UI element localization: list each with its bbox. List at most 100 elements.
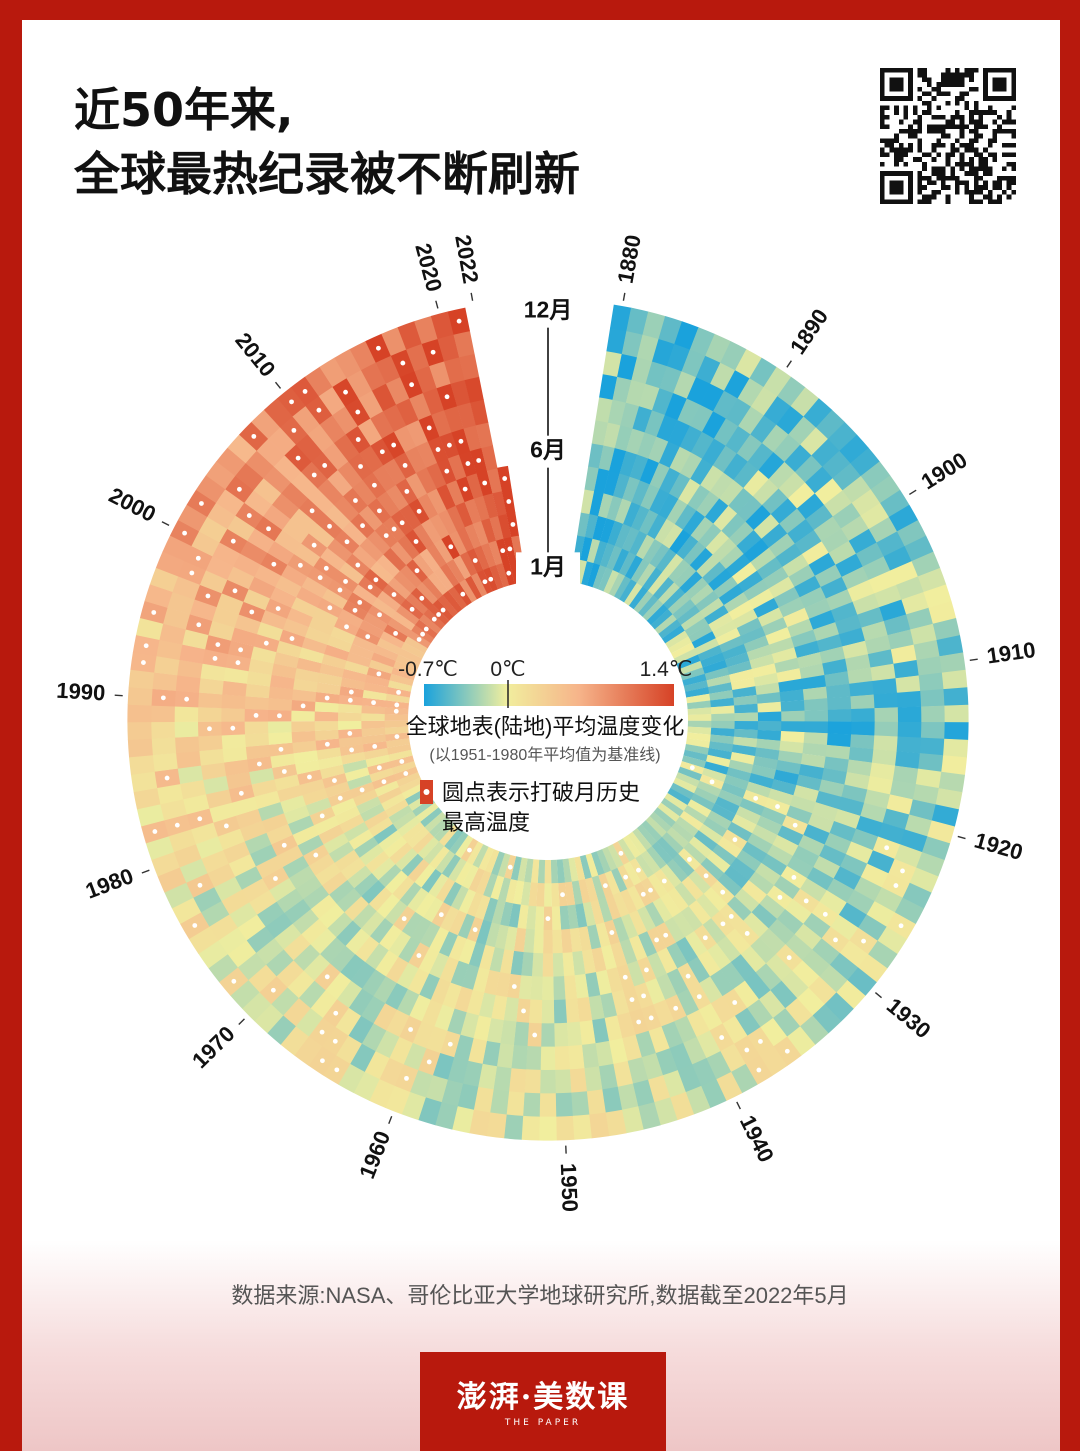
heatmap-cell <box>593 540 608 566</box>
record-dot <box>521 1008 526 1014</box>
heatmap-cell <box>602 350 623 377</box>
heatmap-cell <box>418 947 440 975</box>
qr-module <box>945 133 951 139</box>
heatmap-cell <box>376 490 400 517</box>
heatmap-cell <box>348 988 374 1017</box>
record-dot <box>685 973 691 979</box>
heatmap-cell <box>693 787 719 805</box>
qr-module <box>898 157 904 162</box>
record-dot <box>324 974 330 980</box>
qr-module <box>983 161 988 167</box>
heatmap-cell <box>429 926 449 953</box>
heatmap-cell <box>368 659 394 674</box>
heatmap-cell <box>587 924 602 950</box>
heatmap-cell <box>280 481 309 509</box>
record-dot <box>663 932 669 938</box>
heatmap-cell <box>447 586 468 610</box>
record-dot <box>426 425 432 431</box>
qr-module <box>926 105 932 111</box>
qr-module <box>959 133 965 139</box>
heatmap-cell <box>225 771 252 790</box>
heatmap-cell <box>674 564 697 588</box>
heatmap-cell <box>372 464 397 492</box>
qr-module <box>1006 119 1012 125</box>
heatmap-cell <box>359 537 384 562</box>
heatmap-cell <box>347 1015 374 1045</box>
heatmap-cell <box>295 1008 323 1037</box>
heatmap-cell <box>488 540 503 566</box>
heatmap-cell <box>614 575 632 600</box>
heatmap-cell <box>556 859 566 884</box>
heatmap-cell <box>612 916 630 943</box>
heatmap-cell <box>407 858 430 883</box>
heatmap-cell <box>750 414 777 444</box>
heatmap-cell <box>776 909 804 935</box>
qr-module <box>964 147 970 153</box>
heatmap-cell <box>162 607 190 630</box>
heatmap-cell <box>709 969 735 997</box>
legend-tick-zero: 0℃ <box>490 658 525 681</box>
record-dot <box>456 318 462 324</box>
heatmap-cell <box>690 458 714 486</box>
heatmap-cell <box>198 677 224 695</box>
heatmap-cell <box>696 1030 721 1059</box>
qr-module <box>964 100 970 106</box>
heatmap-cell <box>586 562 601 588</box>
heatmap-cell <box>830 914 859 942</box>
qr-module <box>912 110 918 115</box>
heatmap-cell <box>725 397 752 427</box>
qr-module <box>926 175 932 181</box>
record-dot <box>687 857 692 862</box>
heatmap-cell <box>713 576 739 599</box>
heatmap-cell <box>263 398 293 428</box>
heatmap-cell <box>215 488 245 516</box>
heatmap-cell <box>721 782 747 799</box>
heatmap-cell <box>273 774 300 792</box>
heatmap-cell <box>725 553 751 577</box>
qr-module <box>955 110 960 115</box>
heatmap-cell <box>607 399 627 426</box>
heatmap-cell <box>638 594 659 617</box>
heatmap-cell <box>590 899 605 926</box>
heatmap-cell <box>784 444 813 473</box>
heatmap-cell <box>600 992 618 1019</box>
record-dot <box>197 816 203 822</box>
heatmap-cell <box>614 424 633 452</box>
qr-module <box>964 171 970 176</box>
record-dot <box>322 463 328 468</box>
qr-module <box>945 91 951 97</box>
heatmap-cell <box>867 776 894 795</box>
heatmap-cell <box>917 567 947 593</box>
heatmap-cell <box>636 562 657 587</box>
heatmap-cell <box>290 721 315 733</box>
heatmap-cell <box>799 586 827 609</box>
qr-module <box>969 199 974 204</box>
heatmap-cell <box>482 1040 501 1067</box>
heatmap-cell <box>537 859 546 884</box>
heatmap-cell <box>847 967 877 997</box>
qr-module <box>955 96 960 101</box>
heatmap-cell <box>414 864 436 889</box>
heatmap-cell <box>669 446 692 474</box>
record-dot <box>372 743 378 749</box>
heatmap-cell <box>627 831 647 855</box>
record-dot <box>391 526 397 532</box>
heatmap-cell <box>745 504 772 531</box>
record-dot <box>444 468 450 474</box>
heatmap-cell <box>768 533 796 558</box>
qr-module <box>973 152 979 158</box>
heatmap-cell <box>477 1063 498 1090</box>
heatmap-cell <box>712 445 738 473</box>
heatmap-cell <box>785 998 814 1027</box>
heatmap-cell <box>867 649 895 668</box>
heatmap-cell <box>377 864 402 888</box>
heatmap-cell <box>510 950 524 976</box>
qr-module <box>880 161 885 167</box>
heatmap-cell <box>564 881 576 907</box>
heatmap-cell <box>941 755 967 776</box>
heatmap-cell <box>401 1091 426 1121</box>
heatmap-cell <box>269 674 295 690</box>
heatmap-cell <box>553 999 568 1024</box>
heatmap-cell <box>762 566 790 589</box>
qr-module <box>945 175 951 181</box>
